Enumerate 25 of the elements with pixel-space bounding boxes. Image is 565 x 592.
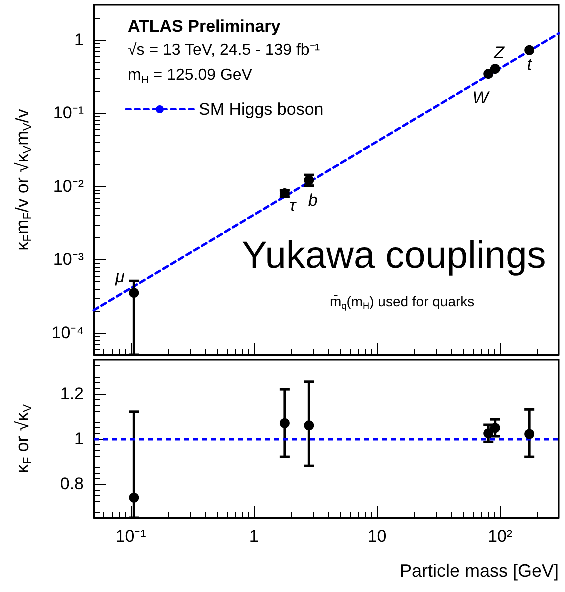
annotation: Z: [493, 44, 506, 63]
annotation: Yukawa couplings: [242, 235, 546, 278]
y-tick-label: 1: [74, 30, 84, 50]
x-tick-label: 10: [368, 527, 387, 546]
annotation: ATLAS Preliminary: [128, 16, 282, 36]
annotation: W: [472, 88, 491, 108]
y-tick-label: 10⁻²: [53, 176, 84, 196]
y-tick-label: 10⁻³: [53, 250, 84, 270]
text: κFmF/v or √κVmV/v: [12, 109, 34, 251]
annotation: t: [527, 54, 534, 74]
x-tick-label: 10²: [488, 527, 513, 546]
y-tick-label: 10⁻¹: [53, 104, 84, 123]
y-tick-label: 1.2: [60, 384, 84, 404]
y-axis-title: κF or √κV: [12, 404, 34, 474]
y-tick-label: 10⁻⁴: [52, 323, 84, 342]
legend-label: SM Higgs boson: [199, 100, 324, 119]
x-axis-title: Particle mass [GeV]: [400, 561, 559, 581]
annotation: τ: [290, 196, 298, 216]
annotation: √s = 13 TeV, 24.5 - 139 fb⁻¹: [128, 42, 320, 59]
annotation: μ: [114, 268, 126, 287]
annotation: b: [308, 190, 318, 210]
y-tick-label: 1: [74, 430, 84, 448]
y-tick-label: 0.8: [60, 474, 84, 494]
x-tick-label: 10⁻¹: [116, 527, 147, 546]
x-tick-label: 1: [249, 527, 259, 546]
